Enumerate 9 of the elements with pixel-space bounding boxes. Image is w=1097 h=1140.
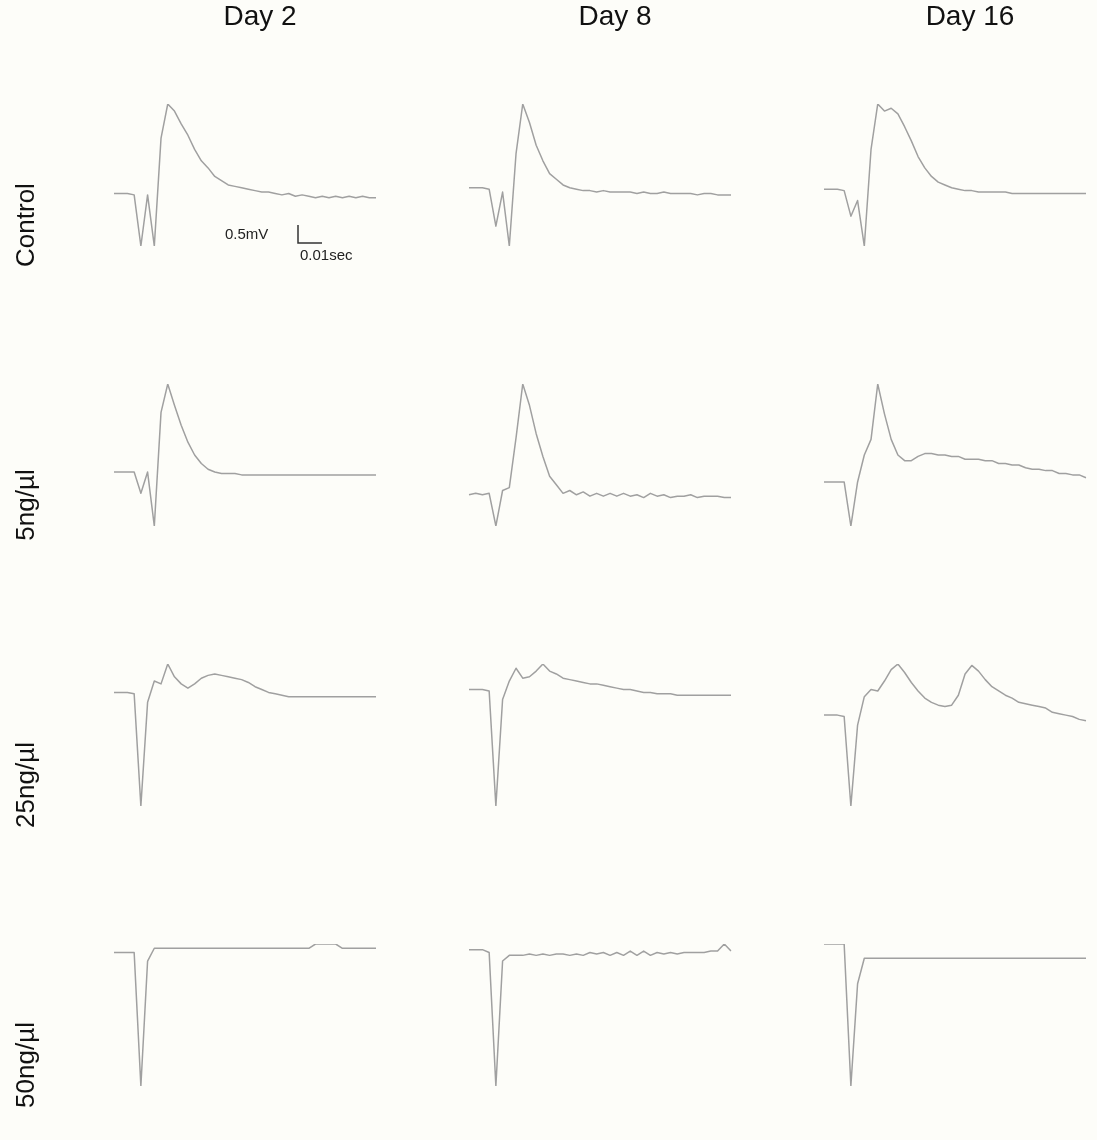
chart-title: Day 16 (924, 0, 1016, 32)
chart-title: Day 8 (577, 0, 653, 32)
y-axis-title: 5ng/µl (9, 469, 41, 541)
y-axis-title: 25ng/µl (9, 742, 41, 828)
annotation: 0.01sec (300, 246, 353, 263)
y-axis-title: 50ng/µl (9, 1022, 41, 1108)
chart-title: Day 2 (222, 0, 298, 32)
annotation: 0.5mV (225, 225, 269, 242)
y-axis-title: Control (9, 183, 41, 267)
